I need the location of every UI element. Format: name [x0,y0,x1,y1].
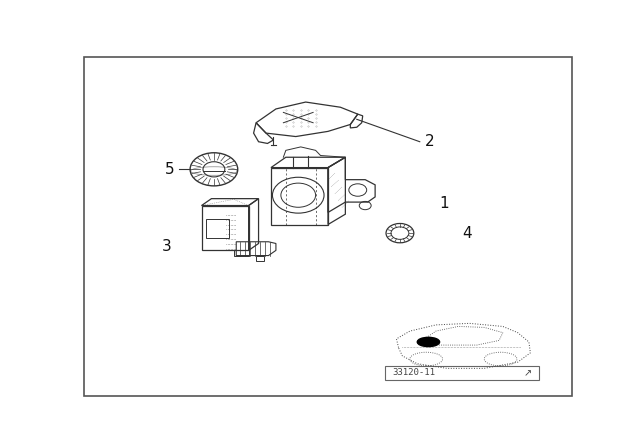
Bar [207,220,229,238]
Text: 4: 4 [462,226,472,241]
FancyBboxPatch shape [385,366,539,380]
Text: ↗: ↗ [524,368,531,378]
Text: 1: 1 [440,196,449,211]
Text: 2: 2 [425,134,435,149]
Text: 33120-11: 33120-11 [392,368,435,377]
Text: 5: 5 [164,162,174,177]
Text: 3: 3 [162,239,172,254]
